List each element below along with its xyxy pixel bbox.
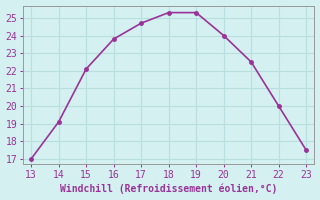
- X-axis label: Windchill (Refroidissement éolien,°C): Windchill (Refroidissement éolien,°C): [60, 184, 277, 194]
